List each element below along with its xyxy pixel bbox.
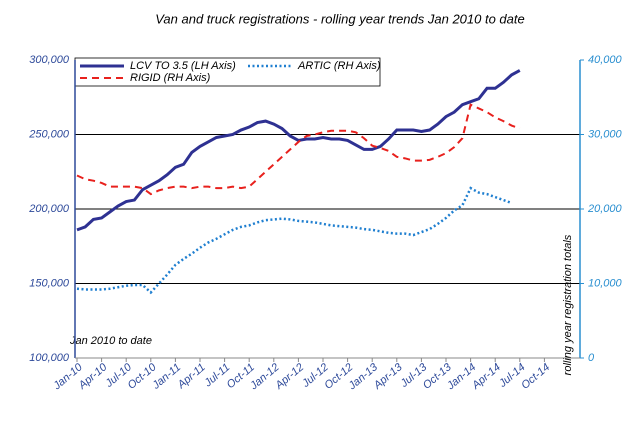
y2-axis-label: rolling year registration totals	[562, 234, 574, 375]
y-tick-label: 200,000	[28, 203, 70, 215]
legend-label: ARTIC (RH Axis)	[297, 60, 381, 72]
y2-tick-label: 20,000	[587, 203, 623, 215]
chart-title: Van and truck registrations - rolling ye…	[155, 11, 525, 26]
y-tick-label: 250,000	[28, 128, 70, 140]
y2-tick-label: 10,000	[588, 277, 623, 289]
series-line	[76, 186, 513, 295]
series-line	[76, 103, 521, 196]
x-tick-label: Apr-13	[371, 361, 405, 392]
y-tick-label: 150,000	[29, 277, 70, 289]
legend-label: RIGID (RH Axis)	[130, 72, 211, 84]
y2-tick-label: 30,000	[588, 128, 623, 140]
x-tick-label: Apr-10	[76, 361, 110, 392]
legend-label: LCV TO 3.5 (LH Axis)	[130, 60, 236, 72]
series-line	[76, 69, 521, 232]
y-tick-label: 300,000	[29, 54, 70, 66]
y2-tick-label: 0	[588, 352, 595, 364]
annotation: Jan 2010 to date	[69, 335, 152, 347]
x-tick-label: Oct-14	[519, 361, 552, 391]
x-tick-label: Apr-11	[175, 361, 208, 391]
y-tick-label: 100,000	[29, 352, 70, 364]
y2-tick-label: 40,000	[588, 54, 623, 66]
legend-box	[74, 57, 381, 87]
